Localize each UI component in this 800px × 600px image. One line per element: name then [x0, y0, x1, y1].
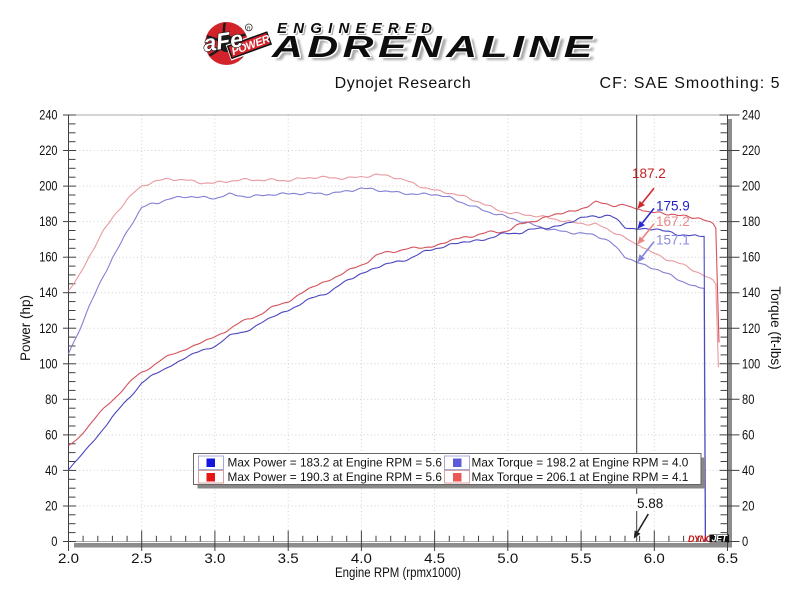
svg-text:80: 80 — [45, 392, 58, 407]
svg-text:4.0: 4.0 — [351, 551, 372, 566]
svg-text:20: 20 — [742, 499, 755, 514]
svg-text:DYNO: DYNO — [688, 534, 713, 544]
svg-text:Max Torque = 198.2 at Engine R: Max Torque = 198.2 at Engine RPM = 4.0 — [472, 456, 689, 470]
svg-text:120: 120 — [742, 321, 760, 336]
svg-text:40: 40 — [742, 463, 755, 478]
svg-text:0: 0 — [51, 534, 57, 549]
svg-text:5.0: 5.0 — [497, 551, 518, 566]
svg-text:6.0: 6.0 — [644, 551, 665, 566]
svg-text:Torque (ft-lbs): Torque (ft-lbs) — [768, 286, 783, 369]
svg-text:140: 140 — [742, 285, 760, 300]
svg-text:60: 60 — [45, 427, 58, 442]
svg-text:5.88: 5.88 — [637, 496, 663, 511]
svg-text:60: 60 — [742, 427, 755, 442]
svg-text:160: 160 — [742, 250, 760, 265]
svg-text:aFe: aFe — [202, 25, 245, 56]
svg-text:200: 200 — [39, 179, 57, 194]
svg-text:Max Power = 190.3 at Engine RP: Max Power = 190.3 at Engine RPM = 5.6 — [228, 470, 443, 484]
svg-text:0: 0 — [742, 534, 748, 549]
svg-text:157.1: 157.1 — [656, 233, 690, 248]
svg-text:140: 140 — [39, 285, 57, 300]
svg-text:20: 20 — [45, 499, 58, 514]
svg-text:167.2: 167.2 — [656, 214, 690, 229]
svg-text:Engine RPM (rpmx1000): Engine RPM (rpmx1000) — [335, 565, 461, 580]
svg-text:4.5: 4.5 — [424, 551, 445, 566]
svg-text:220: 220 — [39, 143, 57, 158]
svg-text:Power (hp): Power (hp) — [18, 295, 33, 361]
svg-text:80: 80 — [742, 392, 755, 407]
svg-text:220: 220 — [742, 143, 760, 158]
svg-text:Max Power = 183.2 at Engine RP: Max Power = 183.2 at Engine RPM = 5.6 — [228, 456, 443, 470]
svg-text:100: 100 — [39, 356, 57, 371]
svg-text:240: 240 — [742, 108, 760, 123]
svg-text:5.5: 5.5 — [571, 551, 592, 566]
svg-text:3.5: 3.5 — [278, 551, 299, 566]
svg-text:240: 240 — [39, 108, 57, 123]
svg-text:100: 100 — [742, 356, 760, 371]
svg-text:200: 200 — [742, 179, 760, 194]
svg-text:40: 40 — [45, 463, 58, 478]
svg-text:180: 180 — [39, 214, 57, 229]
svg-text:187.2: 187.2 — [632, 166, 666, 181]
svg-text:2.0: 2.0 — [58, 551, 79, 566]
svg-text:175.9: 175.9 — [656, 199, 690, 214]
svg-text:2.5: 2.5 — [131, 551, 152, 566]
svg-text:JET: JET — [712, 534, 729, 544]
svg-text:3.0: 3.0 — [204, 551, 225, 566]
svg-text:180: 180 — [742, 214, 760, 229]
svg-text:6.5: 6.5 — [717, 551, 738, 566]
svg-text:Max Torque = 206.1 at Engine R: Max Torque = 206.1 at Engine RPM = 4.1 — [472, 470, 689, 484]
svg-text:160: 160 — [39, 250, 57, 265]
svg-text:120: 120 — [39, 321, 57, 336]
svg-text:R: R — [247, 26, 251, 32]
